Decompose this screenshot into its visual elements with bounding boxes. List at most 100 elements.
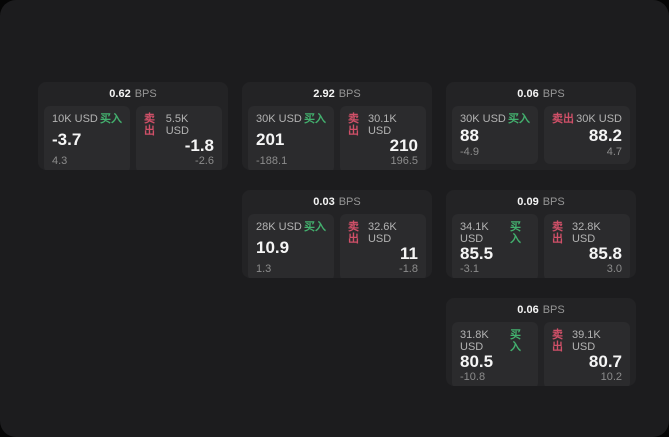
sell-panel-header: 卖出 32.6K USD <box>348 221 418 245</box>
sell-panel-header: 卖出 32.8K USD <box>552 221 622 245</box>
buy-delta-value: 4.3 <box>52 155 68 167</box>
sell-price-value: 88.2 <box>588 125 622 145</box>
card-header: 0.03 BPS <box>242 190 432 214</box>
bps-value: 0.03 <box>313 196 335 208</box>
sell-quote-panel[interactable]: 卖出 39.1K USD 80.7 10.2 <box>544 322 630 386</box>
sell-delta-value: -2.6 <box>195 155 214 167</box>
buy-amount-label: 30K USD <box>460 113 506 125</box>
buy-amount-label: 10K USD <box>52 113 98 125</box>
bps-value: 0.06 <box>517 304 539 316</box>
buy-quote-panel[interactable]: 34.1K USD 买入 85.5 -3.1 <box>452 214 538 278</box>
card-header: 0.62 BPS <box>38 82 228 106</box>
buy-price-value: -3.7 <box>52 130 82 149</box>
bps-unit: BPS <box>542 88 565 100</box>
sell-delta-value: 196.5 <box>390 155 418 167</box>
buy-delta-value: -4.9 <box>460 146 479 158</box>
sell-panel-header: 卖出 30.1K USD <box>348 113 418 137</box>
sell-price-value: -1.8 <box>184 136 214 155</box>
sell-amount-label: 5.5K USD <box>165 113 189 137</box>
quote-panels: 31.8K USD 买入 80.5 -10.8 卖出 39.1K USD 80.… <box>446 322 636 386</box>
buy-quote-panel[interactable]: 28K USD 买入 10.9 1.3 <box>248 214 334 278</box>
bps-card: 2.92 BPS 30K USD 买入 201 -188.1 卖出 30.1K … <box>242 82 432 170</box>
buy-panel-header: 34.1K USD 买入 <box>460 221 530 245</box>
sell-badge: 卖出 <box>144 113 155 137</box>
sell-quote-panel[interactable]: 卖出 30.1K USD 210 196.5 <box>340 106 426 170</box>
bps-card: 0.03 BPS 28K USD 买入 10.9 1.3 卖出 32.6K US… <box>242 190 432 278</box>
buy-badge: 买入 <box>304 113 326 125</box>
buy-amount-label: 31.8K USD <box>460 329 489 353</box>
buy-panel-header: 10K USD 买入 <box>52 113 122 125</box>
buy-amount-label: 28K USD <box>256 221 302 233</box>
bps-unit: BPS <box>542 196 565 208</box>
sell-panel-header: 卖出 39.1K USD <box>552 329 622 353</box>
bps-value: 0.62 <box>109 88 131 100</box>
buy-quote-panel[interactable]: 30K USD 买入 88 -4.9 <box>452 106 538 164</box>
buy-delta-value: -3.1 <box>460 263 479 275</box>
sell-badge: 卖出 <box>348 113 359 137</box>
buy-delta-value: -188.1 <box>256 155 288 167</box>
sell-price-value: 11 <box>400 244 418 263</box>
buy-quote-panel[interactable]: 30K USD 买入 201 -188.1 <box>248 106 334 170</box>
sell-badge: 卖出 <box>348 221 359 245</box>
sell-price-value: 80.7 <box>588 352 622 371</box>
quote-panels: 34.1K USD 买入 85.5 -3.1 卖出 32.8K USD 85.8… <box>446 214 636 278</box>
sell-badge: 卖出 <box>552 113 574 125</box>
buy-amount-label: 30K USD <box>256 113 302 125</box>
bps-card: 0.06 BPS 31.8K USD 买入 80.5 -10.8 卖出 39.1… <box>446 298 636 386</box>
sell-amount-label: 32.8K USD <box>571 221 601 245</box>
card-header: 0.06 BPS <box>446 298 636 322</box>
buy-price-value: 201 <box>256 130 285 149</box>
buy-panel-header: 28K USD 买入 <box>256 221 326 233</box>
sell-delta-value: 10.2 <box>600 371 622 383</box>
buy-price-value: 10.9 <box>256 238 290 257</box>
sell-badge: 卖出 <box>552 329 563 353</box>
buy-panel-header: 30K USD 买入 <box>256 113 326 125</box>
sell-delta-value: 3.0 <box>606 263 622 275</box>
sell-price-value: 210 <box>389 136 418 155</box>
bps-card: 0.62 BPS 10K USD 买入 -3.7 4.3 卖出 5.5K USD… <box>38 82 228 170</box>
buy-quote-panel[interactable]: 10K USD 买入 -3.7 4.3 <box>44 106 130 170</box>
quote-card-grid: 0.62 BPS 10K USD 买入 -3.7 4.3 卖出 5.5K USD… <box>38 82 636 386</box>
buy-price-value: 80.5 <box>460 352 494 371</box>
bps-card: 0.06 BPS 30K USD 买入 88 -4.9 卖出 30K USD 8… <box>446 82 636 170</box>
buy-quote-panel[interactable]: 31.8K USD 买入 80.5 -10.8 <box>452 322 538 386</box>
sell-delta-value: 4.7 <box>606 146 622 158</box>
buy-panel-header: 31.8K USD 买入 <box>460 329 530 353</box>
buy-badge: 买入 <box>510 221 522 245</box>
card-header: 0.06 BPS <box>446 82 636 106</box>
buy-price-value: 85.5 <box>460 244 494 263</box>
sell-quote-panel[interactable]: 卖出 32.6K USD 11 -1.8 <box>340 214 426 278</box>
sell-amount-label: 39.1K USD <box>571 329 601 353</box>
bps-card: 0.09 BPS 34.1K USD 买入 85.5 -3.1 卖出 32.8K… <box>446 190 636 278</box>
bps-unit: BPS <box>542 304 565 316</box>
bps-unit: BPS <box>338 88 361 100</box>
buy-delta-value: -10.8 <box>460 371 486 383</box>
buy-badge: 买入 <box>510 329 522 353</box>
sell-amount-label: 30.1K USD <box>367 113 397 137</box>
quote-panels: 10K USD 买入 -3.7 4.3 卖出 5.5K USD -1.8 -2.… <box>38 106 228 170</box>
buy-badge: 买入 <box>100 113 122 125</box>
buy-badge: 买入 <box>508 113 530 125</box>
bps-value: 2.92 <box>313 88 335 100</box>
sell-amount-label: 32.6K USD <box>367 221 397 245</box>
bps-unit: BPS <box>338 196 361 208</box>
sell-panel-header: 卖出 30K USD <box>552 113 622 125</box>
sell-delta-value: -1.8 <box>399 263 418 275</box>
bps-unit: BPS <box>134 88 157 100</box>
buy-badge: 买入 <box>304 221 326 233</box>
bps-value: 0.06 <box>517 88 539 100</box>
quote-panels: 30K USD 买入 88 -4.9 卖出 30K USD 88.2 4.7 <box>446 106 636 170</box>
card-header: 0.09 BPS <box>446 190 636 214</box>
sell-amount-label: 30K USD <box>576 113 622 125</box>
sell-badge: 卖出 <box>552 221 563 245</box>
quote-panels: 30K USD 买入 201 -188.1 卖出 30.1K USD 210 1… <box>242 106 432 170</box>
quote-panels: 28K USD 买入 10.9 1.3 卖出 32.6K USD 11 -1.8 <box>242 214 432 278</box>
bps-value: 0.09 <box>517 196 539 208</box>
buy-panel-header: 30K USD 买入 <box>460 113 530 125</box>
sell-quote-panel[interactable]: 卖出 5.5K USD -1.8 -2.6 <box>136 106 222 170</box>
sell-quote-panel[interactable]: 卖出 32.8K USD 85.8 3.0 <box>544 214 630 278</box>
buy-price-value: 88 <box>460 125 479 145</box>
card-header: 2.92 BPS <box>242 82 432 106</box>
sell-quote-panel[interactable]: 卖出 30K USD 88.2 4.7 <box>544 106 630 164</box>
